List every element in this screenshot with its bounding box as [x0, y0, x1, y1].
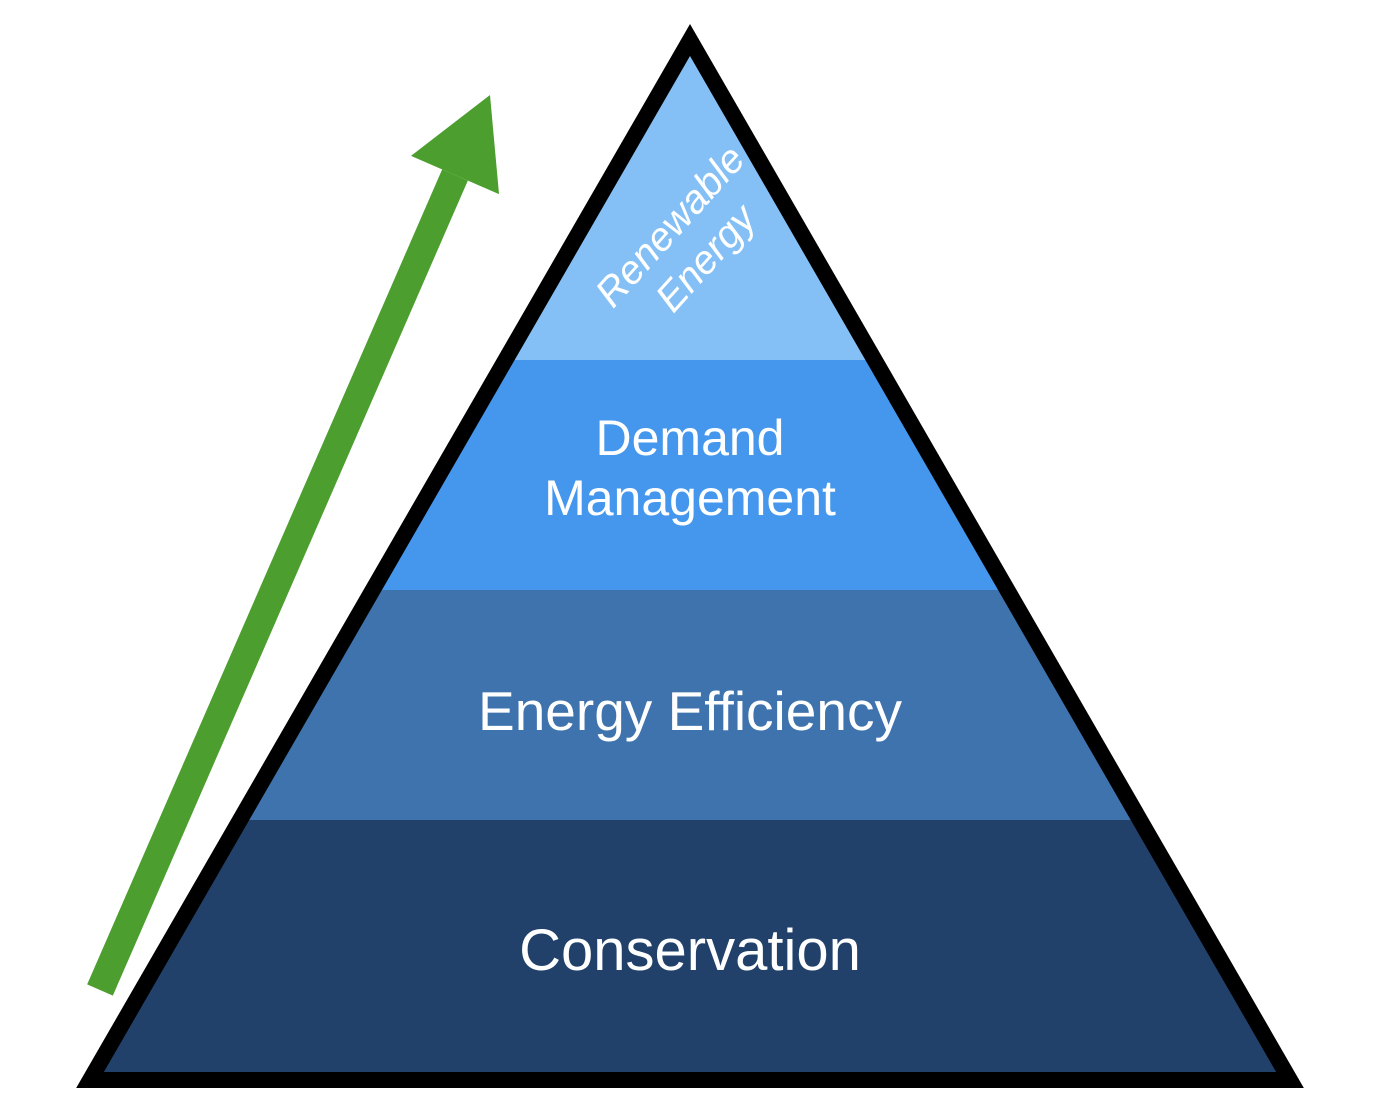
pyramid-label-energy-efficiency: Energy Efficiency [478, 680, 902, 742]
svg-text:Energy Efficiency: Energy Efficiency [478, 680, 902, 742]
energy-pyramid-diagram: ConservationEnergy EfficiencyDemandManag… [0, 0, 1380, 1116]
svg-text:Conservation: Conservation [519, 918, 861, 983]
pyramid-label-conservation: Conservation [519, 918, 861, 983]
